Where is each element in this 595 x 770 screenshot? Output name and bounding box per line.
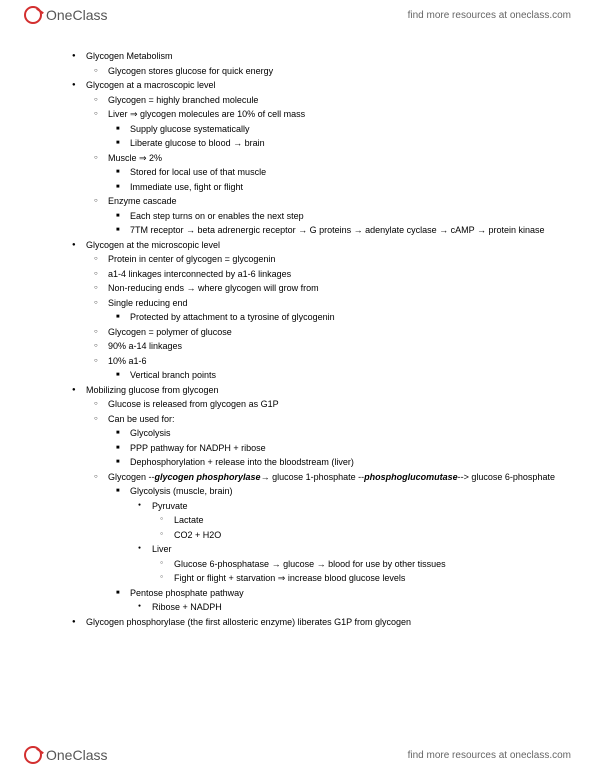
brand-text: OneClass bbox=[46, 7, 107, 23]
note-item: Fight or flight + starvation ⇒ increase … bbox=[158, 572, 555, 586]
note-item: Glycogen --glycogen phosphorylase→ gluco… bbox=[92, 471, 555, 485]
note-item: a1-4 linkages interconnected by a1-6 lin… bbox=[92, 268, 555, 282]
note-item: Glycogen at the microscopic level bbox=[70, 239, 555, 253]
note-item: Glycogen stores glucose for quick energy bbox=[92, 65, 555, 79]
note-item: Glycolysis (muscle, brain) bbox=[114, 485, 555, 499]
header-resources-link[interactable]: find more resources at oneclass.com bbox=[408, 10, 571, 21]
note-item: Liver bbox=[136, 543, 555, 557]
brand-logo: OneClass bbox=[24, 6, 107, 24]
note-item: PPP pathway for NADPH + ribose bbox=[114, 442, 555, 456]
note-item: Glycogen = polymer of glucose bbox=[92, 326, 555, 340]
brand-text-footer: OneClass bbox=[46, 747, 107, 763]
notes-list: Glycogen MetabolismGlycogen stores gluco… bbox=[70, 50, 555, 629]
note-item: Glycogen = highly branched molecule bbox=[92, 94, 555, 108]
note-item: Pentose phosphate pathway bbox=[114, 587, 555, 601]
note-item: Mobilizing glucose from glycogen bbox=[70, 384, 555, 398]
note-item: Glucose is released from glycogen as G1P bbox=[92, 398, 555, 412]
page-header: OneClass find more resources at oneclass… bbox=[0, 0, 595, 30]
note-item: Glycogen Metabolism bbox=[70, 50, 555, 64]
note-item: Glucose 6-phosphatase → glucose → blood … bbox=[158, 558, 555, 572]
note-item: Glycolysis bbox=[114, 427, 555, 441]
logo-icon bbox=[24, 746, 42, 764]
note-item: Vertical branch points bbox=[114, 369, 555, 383]
note-item: Supply glucose systematically bbox=[114, 123, 555, 137]
note-item: Lactate bbox=[158, 514, 555, 528]
brand-part1: One bbox=[46, 7, 72, 23]
note-item: Pyruvate bbox=[136, 500, 555, 514]
brand-logo-footer: OneClass bbox=[24, 746, 107, 764]
note-item: Muscle ⇒ 2% bbox=[92, 152, 555, 166]
brand-part2: Class bbox=[72, 7, 107, 23]
note-item: Ribose + NADPH bbox=[136, 601, 555, 615]
note-item: Non-reducing ends → where glycogen will … bbox=[92, 282, 555, 296]
note-item: CO2 + H2O bbox=[158, 529, 555, 543]
note-item: 10% a1-6 bbox=[92, 355, 555, 369]
page-footer: OneClass find more resources at oneclass… bbox=[0, 740, 595, 770]
note-item: 7TM receptor → beta adrenergic receptor … bbox=[114, 224, 555, 238]
note-item: Immediate use, fight or flight bbox=[114, 181, 555, 195]
note-item: Dephosphorylation + release into the blo… bbox=[114, 456, 555, 470]
note-item: 90% a-14 linkages bbox=[92, 340, 555, 354]
brand-part2-footer: Class bbox=[72, 747, 107, 763]
note-item: Can be used for: bbox=[92, 413, 555, 427]
note-item: Protected by attachment to a tyrosine of… bbox=[114, 311, 555, 325]
brand-part1-footer: One bbox=[46, 747, 72, 763]
note-item: Enzyme cascade bbox=[92, 195, 555, 209]
note-item: Stored for local use of that muscle bbox=[114, 166, 555, 180]
note-item: Liberate glucose to blood → brain bbox=[114, 137, 555, 151]
notes-content: Glycogen MetabolismGlycogen stores gluco… bbox=[70, 50, 555, 730]
note-item: Liver ⇒ glycogen molecules are 10% of ce… bbox=[92, 108, 555, 122]
note-item: Glycogen at a macroscopic level bbox=[70, 79, 555, 93]
note-item: Single reducing end bbox=[92, 297, 555, 311]
logo-icon bbox=[24, 6, 42, 24]
note-item: Each step turns on or enables the next s… bbox=[114, 210, 555, 224]
footer-resources-link[interactable]: find more resources at oneclass.com bbox=[408, 750, 571, 761]
note-item: Protein in center of glycogen = glycogen… bbox=[92, 253, 555, 267]
note-item: Glycogen phosphorylase (the first allost… bbox=[70, 616, 555, 630]
